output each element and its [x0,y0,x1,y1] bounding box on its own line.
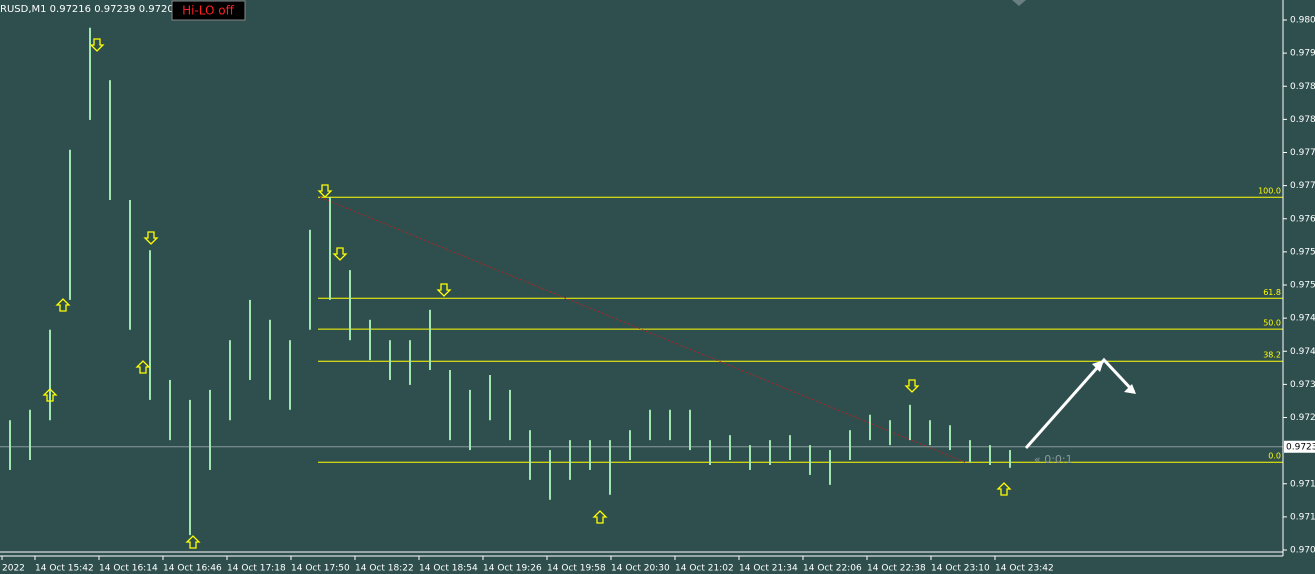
x-tick-label: 14 Oct 21:02 [675,564,734,574]
x-tick-label: 14 Oct 17:18 [227,564,286,574]
x-tick-label: 14 Oct 22:38 [867,564,926,574]
y-tick-label: 0.9728 [1290,413,1315,423]
x-tick-label: 14 Oct 16:14 [99,564,158,574]
x-tick-label: 14 Oct 18:54 [419,564,478,574]
y-tick-label: 0.9788 [1290,82,1315,92]
fractal-up [135,360,151,374]
fractal-down [332,247,348,261]
fractal-down [904,379,920,393]
y-tick-label: 0.9734 [1290,380,1315,390]
y-tick-label: 0.9794 [1290,49,1315,59]
y-tick-label: 0.9716 [1290,479,1315,489]
fractal-up [42,388,58,402]
symbol-quote: RUSD,M1 0.97216 0.97239 0.97207 0.97 [0,4,206,15]
hilo-button-label[interactable]: Hi-LO off [182,4,235,18]
x-tick-label: 14 Oct 21:34 [739,564,798,574]
x-tick-label: 14 Oct 23:10 [931,564,990,574]
y-tick-label: 0.9782 [1290,115,1315,125]
fib-label: 61.8 [1263,288,1281,297]
y-tick-label: 0.9758 [1290,247,1315,257]
y-tick-label: 0.9776 [1290,148,1315,158]
fib-label: 38.2 [1263,351,1281,360]
plot [0,27,1283,536]
arrow-head [1124,384,1136,394]
fractal-down [89,38,105,52]
y-tick-label: 0.9704 [1290,546,1315,556]
fractal-up [55,298,71,312]
y-tick-label: 0.9746 [1290,314,1315,324]
x-tick-label: 14 Oct 19:58 [547,564,606,574]
x-tick-label: 14 Oct 22:06 [803,564,862,574]
fib-label: 50.0 [1263,319,1281,328]
scroll-marker [1012,0,1026,6]
y-tick-label: 0.9752 [1290,281,1315,291]
x-tick-label: 14 Oct 19:26 [483,564,542,574]
x-tick-label: 2022 [2,564,25,574]
hilo-button[interactable] [171,0,246,21]
y-tick-label: 0.9764 [1290,214,1315,224]
fib-trendline [319,196,966,463]
x-tick-label: 14 Oct 23:42 [995,564,1054,574]
fractal-down [143,231,159,245]
fractal-down [317,184,333,198]
x-tick-label: 14 Oct 20:30 [611,564,670,574]
fractal-up [996,482,1012,496]
current-price-label: 0.9723 [1286,442,1315,452]
x-tick-label: 14 Oct 18:22 [355,564,414,574]
fractal-up [592,510,608,524]
arrow-head [1092,360,1104,372]
fib-label: 100.0 [1258,187,1281,196]
x-tick-label: 14 Oct 15:42 [35,564,94,574]
fib-label: 0.0 [1268,452,1281,461]
countdown: « 0:0:1 [1034,453,1073,466]
x-tick-label: 14 Oct 17:50 [291,564,350,574]
fractal-down [436,283,452,297]
x-tick-label: 14 Oct 16:46 [163,564,222,574]
fractal-up [185,535,201,549]
current-price-box [1284,440,1315,453]
